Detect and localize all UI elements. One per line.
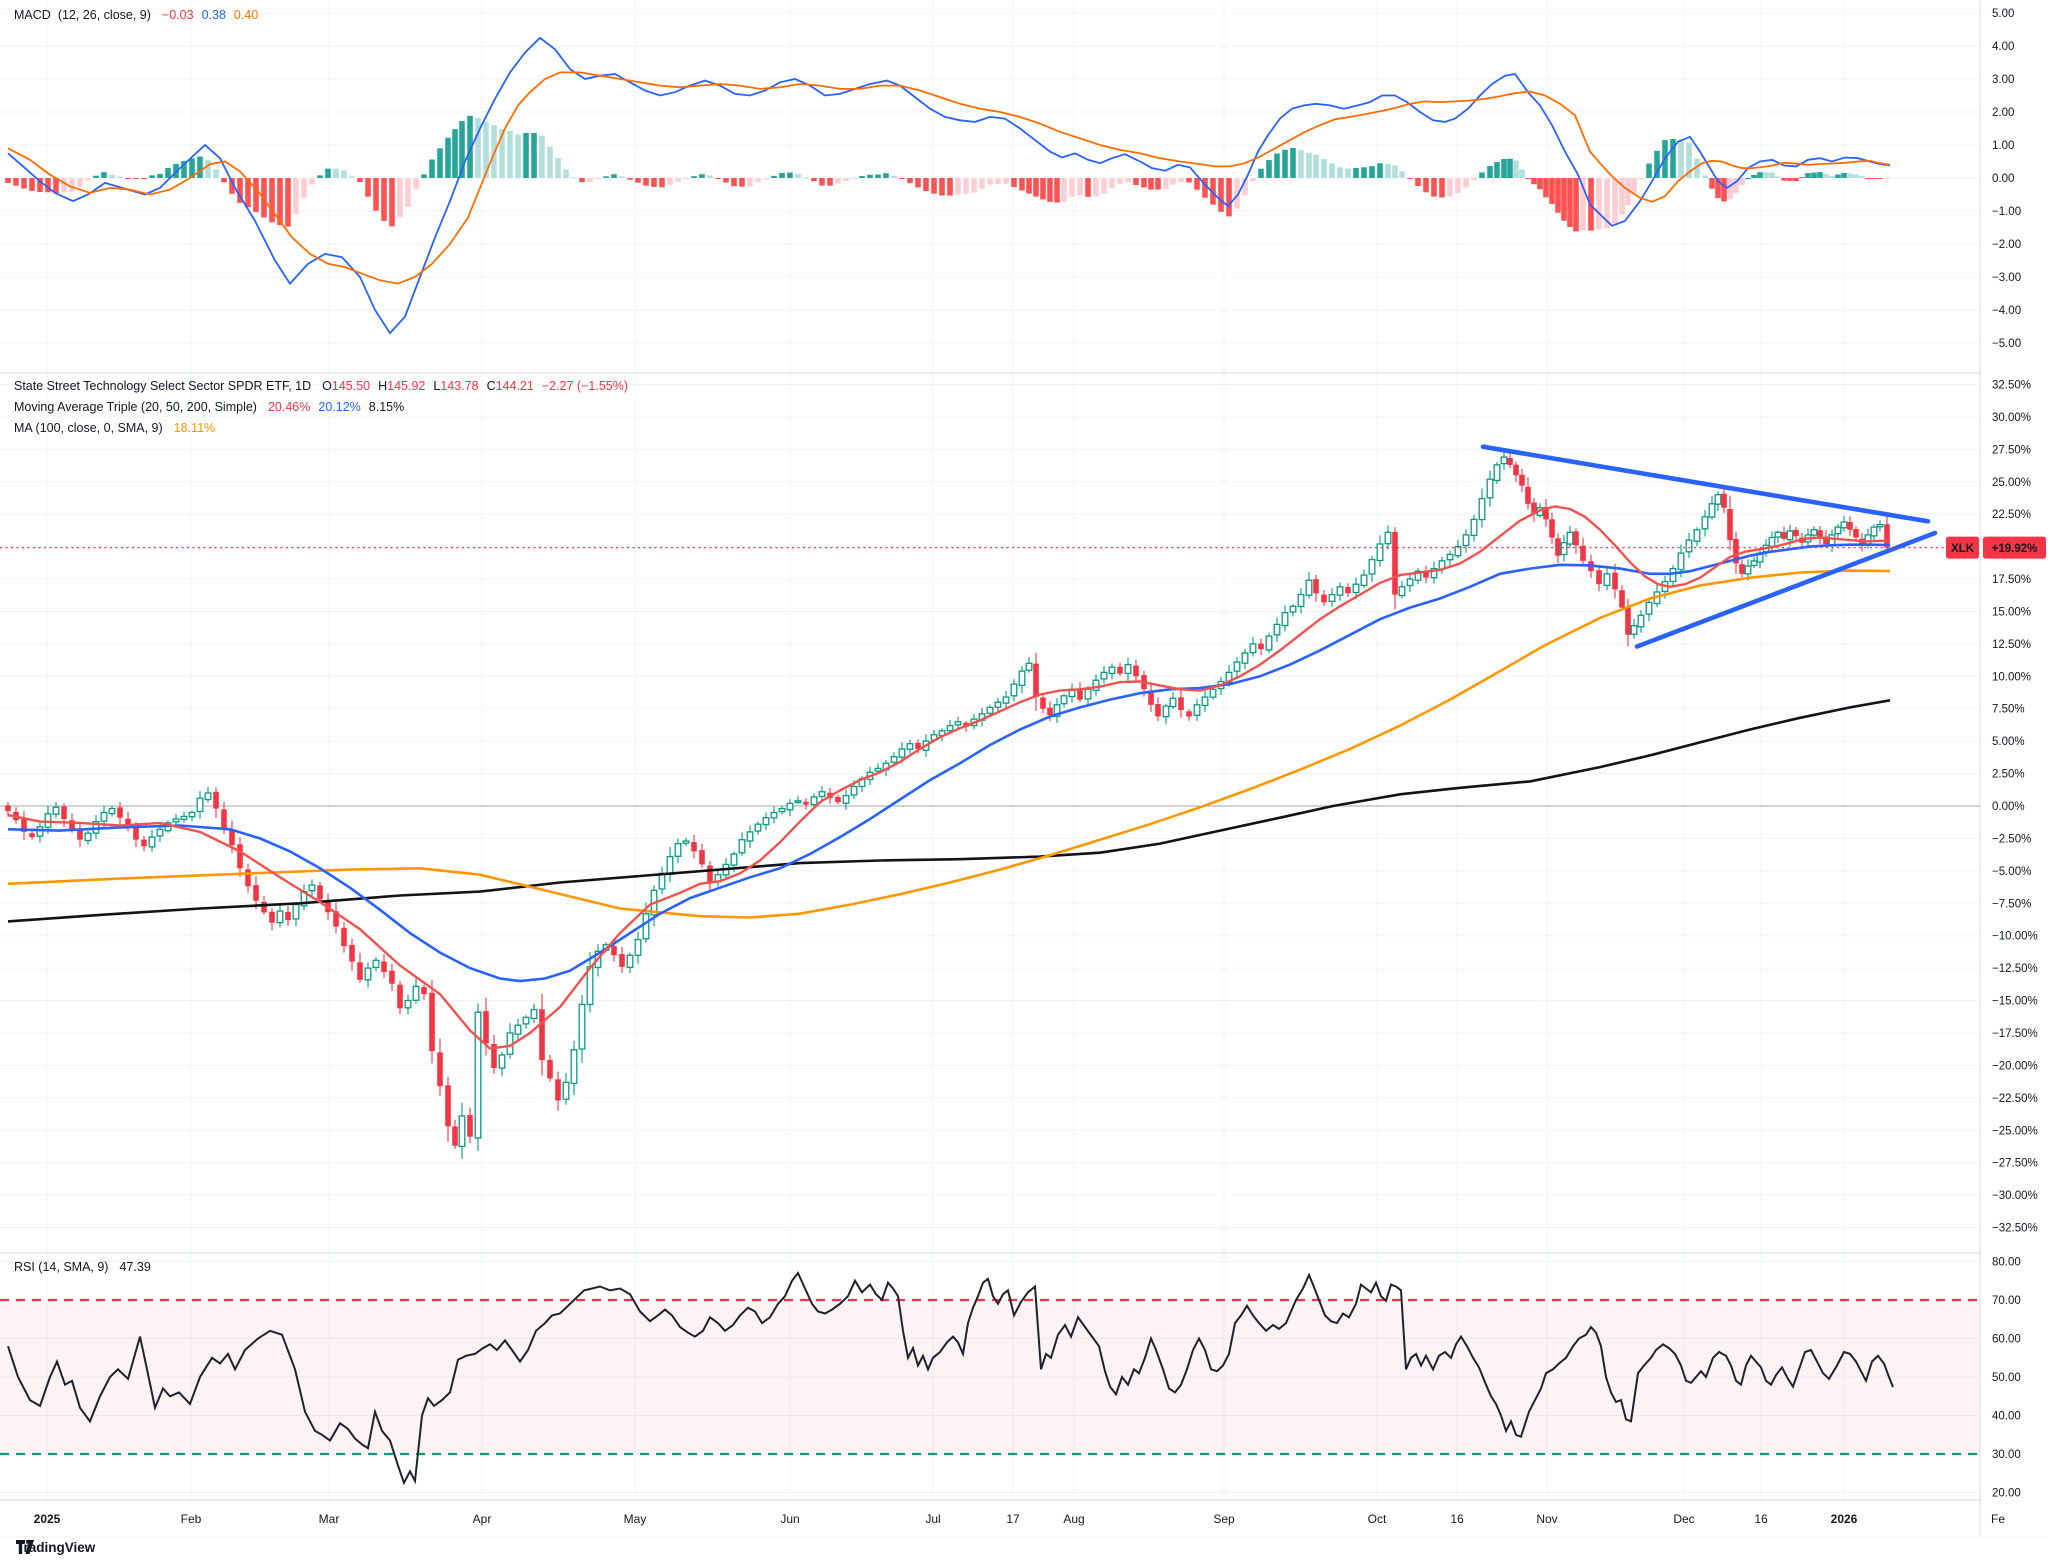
- svg-text:27.50%: 27.50%: [1992, 444, 2031, 456]
- low-value: 143.78: [440, 379, 479, 393]
- svg-text:−22.50%: −22.50%: [1992, 1093, 2038, 1105]
- svg-text:−5.00%: −5.00%: [1992, 866, 2031, 878]
- symbol-title: State Street Technology Select Sector SP…: [14, 379, 312, 393]
- svg-text:2.00: 2.00: [1992, 107, 2014, 119]
- tradingview-mark-icon: [16, 1540, 34, 1554]
- svg-text:5.00: 5.00: [1992, 8, 2014, 20]
- svg-text:Sep: Sep: [1213, 1512, 1235, 1526]
- svg-text:30.00%: 30.00%: [1992, 412, 2031, 424]
- svg-text:−15.00%: −15.00%: [1992, 996, 2038, 1008]
- svg-text:16: 16: [1450, 1512, 1464, 1526]
- high-value: 145.92: [387, 379, 426, 393]
- svg-text:−27.50%: −27.50%: [1992, 1158, 2038, 1170]
- ma200-value: 8.15%: [368, 400, 405, 414]
- gridlines: [0, 0, 1980, 1500]
- svg-text:2.50%: 2.50%: [1992, 769, 2025, 781]
- tradingview-label: TradingView: [16, 1540, 96, 1555]
- svg-text:−10.00%: −10.00%: [1992, 931, 2038, 943]
- open-value: 145.50: [331, 379, 371, 393]
- svg-text:−5.00: −5.00: [1992, 338, 2021, 350]
- svg-text:0.00: 0.00: [1992, 173, 2014, 185]
- svg-text:70.00: 70.00: [1992, 1295, 2021, 1307]
- svg-text:17: 17: [1006, 1512, 1020, 1526]
- svg-text:Mar: Mar: [319, 1512, 340, 1526]
- svg-text:XLK: XLK: [1951, 543, 1975, 555]
- svg-text:50.00: 50.00: [1992, 1372, 2021, 1384]
- rsi-title: RSI (14, SMA, 9): [14, 1260, 109, 1274]
- svg-text:32.50%: 32.50%: [1992, 380, 2031, 392]
- svg-text:Oct: Oct: [1368, 1512, 1387, 1526]
- svg-text:Jun: Jun: [780, 1512, 799, 1526]
- svg-text:15.00%: 15.00%: [1992, 607, 2031, 619]
- ma100-legend[interactable]: MA (100, close, 0, SMA, 9) 18.11%: [14, 420, 215, 437]
- svg-text:20.00: 20.00: [1992, 1488, 2021, 1500]
- svg-text:0.00%: 0.00%: [1992, 801, 2025, 813]
- svg-text:Fe: Fe: [1991, 1512, 2005, 1526]
- svg-text:4.00: 4.00: [1992, 41, 2014, 53]
- close-value: 144.21: [495, 379, 534, 393]
- svg-text:10.00%: 10.00%: [1992, 671, 2031, 683]
- svg-text:−25.00%: −25.00%: [1992, 1125, 2038, 1137]
- time-axis[interactable]: 2025 Feb Mar Apr May Jun Jul 17 Aug Sep Oct 16 Nov De…: [34, 1512, 2006, 1526]
- symbol-legend[interactable]: State Street Technology Select Sector SP…: [14, 379, 628, 393]
- rsi-pane[interactable]: [0, 1271, 1980, 1486]
- svg-text:−2.50%: −2.50%: [1992, 833, 2031, 845]
- ma100-title: MA (100, close, 0, SMA, 9): [14, 421, 163, 435]
- svg-text:Feb: Feb: [181, 1512, 202, 1526]
- macd-histogram-value: −0.03: [161, 8, 194, 22]
- svg-text:−7.50%: −7.50%: [1992, 898, 2031, 910]
- svg-text:7.50%: 7.50%: [1992, 704, 2025, 716]
- svg-text:May: May: [624, 1512, 647, 1526]
- svg-text:5.00%: 5.00%: [1992, 736, 2025, 748]
- ma20-value: 20.46%: [267, 400, 311, 414]
- svg-text:−20.00%: −20.00%: [1992, 1060, 2038, 1072]
- svg-text:17.50%: 17.50%: [1992, 574, 2031, 586]
- macd-legend[interactable]: MACD (12, 26, close, 9) −0.03 0.38 0.40: [14, 7, 258, 24]
- indicator-title: MACD: [14, 8, 51, 22]
- price-pane[interactable]: [0, 444, 1980, 1160]
- svg-text:60.00: 60.00: [1992, 1334, 2021, 1346]
- svg-text:1.00: 1.00: [1992, 140, 2014, 152]
- svg-text:2026: 2026: [1831, 1512, 1858, 1526]
- svg-text:−32.50%: −32.50%: [1992, 1223, 2038, 1235]
- ma50-value: 20.12%: [318, 400, 361, 414]
- svg-text:−3.00: −3.00: [1992, 272, 2021, 284]
- svg-text:80.00: 80.00: [1992, 1257, 2021, 1269]
- svg-text:16: 16: [1754, 1512, 1768, 1526]
- svg-text:25.00%: 25.00%: [1992, 477, 2031, 489]
- svg-text:2025: 2025: [34, 1512, 61, 1526]
- svg-text:Apr: Apr: [473, 1512, 492, 1526]
- svg-text:Aug: Aug: [1063, 1512, 1084, 1526]
- svg-text:40.00: 40.00: [1992, 1411, 2021, 1423]
- macd-signal-value: 0.40: [233, 8, 259, 22]
- change-value: −2.27 (−1.55%): [541, 379, 628, 393]
- tradingview-logo[interactable]: TradingView: [16, 1540, 95, 1555]
- indicator-params: (12, 26, close, 9): [57, 8, 151, 22]
- svg-text:−30.00%: −30.00%: [1992, 1190, 2038, 1202]
- svg-text:3.00: 3.00: [1992, 74, 2014, 86]
- svg-text:−17.50%: −17.50%: [1992, 1028, 2038, 1040]
- price-axis[interactable]: 5.00 4.00 3.00 2.00 1.00 0.00 −1.00 −2.00 −3.00 −…: [1946, 8, 2046, 1500]
- svg-text:Dec: Dec: [1673, 1512, 1694, 1526]
- svg-text:22.50%: 22.50%: [1992, 509, 2031, 521]
- svg-text:+19.92%: +19.92%: [1992, 543, 2038, 555]
- ma-triple-title: Moving Average Triple (20, 50, 200, Simp…: [14, 400, 257, 414]
- rsi-value: 47.39: [119, 1260, 151, 1274]
- macd-pane[interactable]: [5, 36, 1891, 335]
- svg-text:Nov: Nov: [1536, 1512, 1557, 1526]
- svg-text:−4.00: −4.00: [1992, 305, 2021, 317]
- ma100-value: 18.11%: [173, 421, 216, 435]
- svg-text:−12.50%: −12.50%: [1992, 963, 2038, 975]
- macd-line-value: 0.38: [201, 8, 226, 22]
- svg-text:−2.00: −2.00: [1992, 239, 2021, 251]
- svg-text:−1.00: −1.00: [1992, 206, 2021, 218]
- rsi-legend[interactable]: RSI (14, SMA, 9) 47.39: [14, 1259, 151, 1276]
- svg-text:12.50%: 12.50%: [1992, 639, 2031, 651]
- svg-text:Jul: Jul: [925, 1512, 940, 1526]
- svg-text:30.00: 30.00: [1992, 1449, 2021, 1461]
- ma-triple-legend[interactable]: Moving Average Triple (20, 50, 200, Simp…: [14, 399, 404, 416]
